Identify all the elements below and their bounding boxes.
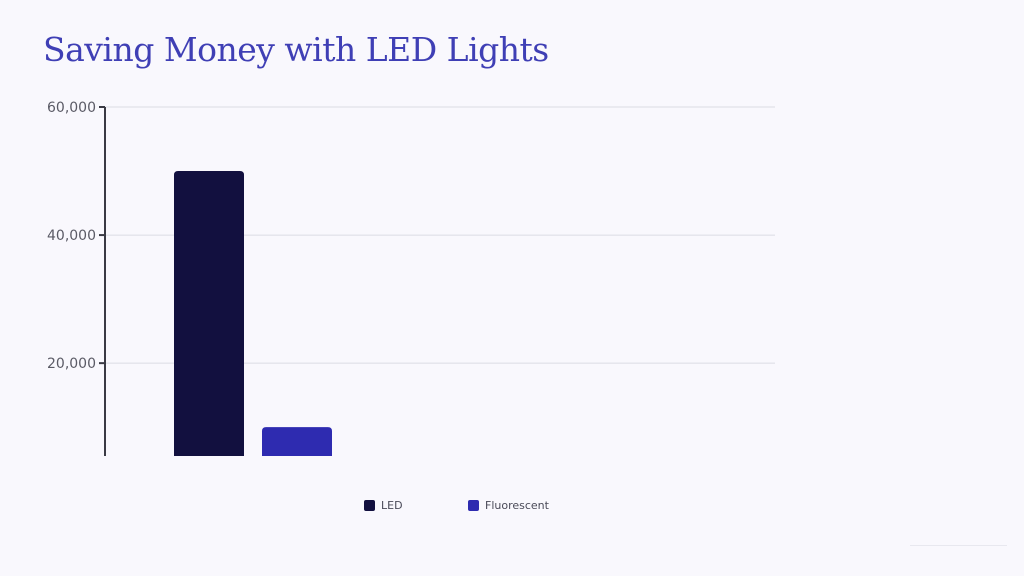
footer-divider xyxy=(910,545,1007,546)
legend-label-fluorescent: Fluorescent xyxy=(485,499,549,512)
y-tick-label: 40,000 xyxy=(47,228,96,244)
bar-fluorescent xyxy=(262,427,332,456)
legend-item-fluorescent[interactable]: Fluorescent xyxy=(468,499,549,512)
legend-item-led[interactable]: LED xyxy=(364,499,403,512)
y-tick-label: 20,000 xyxy=(47,356,96,372)
y-tick-label: 60,000 xyxy=(47,100,96,116)
chart-legend: LED Fluorescent xyxy=(0,499,1024,515)
slide-title: Saving Money with LED Lights xyxy=(43,30,549,69)
legend-swatch-led xyxy=(364,500,375,511)
bar-led xyxy=(174,171,244,457)
legend-label-led: LED xyxy=(381,499,403,512)
legend-swatch-fluorescent xyxy=(468,500,479,511)
